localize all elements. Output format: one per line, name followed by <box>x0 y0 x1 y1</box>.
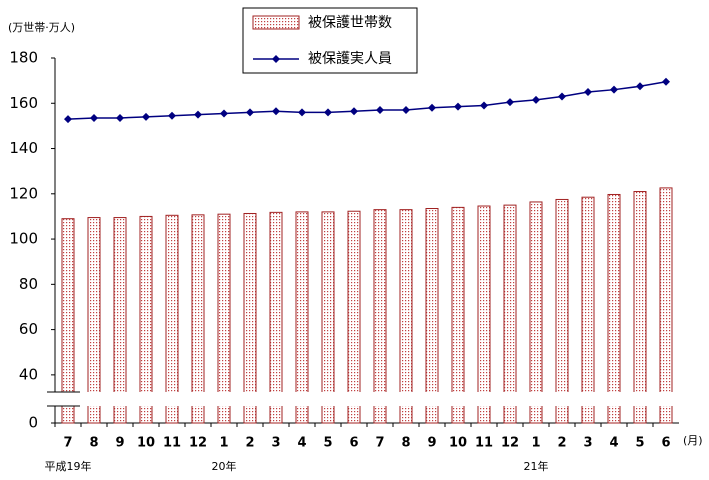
bar <box>165 214 179 424</box>
x-tick-label: 1 <box>531 436 540 451</box>
bar <box>295 211 309 424</box>
bar <box>269 211 283 424</box>
bar <box>87 217 101 424</box>
line <box>67 81 667 120</box>
marker <box>636 82 644 91</box>
y-tick-label: 60 <box>19 320 38 338</box>
marker <box>194 110 202 119</box>
y-tick-label: 80 <box>19 275 38 293</box>
bar <box>191 214 205 424</box>
x-tick-label: 6 <box>661 436 670 451</box>
bar <box>113 217 127 424</box>
bar <box>425 208 439 424</box>
x-tick-label: 5 <box>635 436 644 451</box>
x-tick-label: 9 <box>115 436 124 451</box>
marker <box>480 101 488 110</box>
marker <box>454 102 462 111</box>
x-tick-label: 4 <box>297 436 306 451</box>
year-label: 平成19年 <box>45 459 92 473</box>
marker <box>558 92 566 101</box>
x-tick-label: 11 <box>475 436 493 451</box>
marker <box>142 112 150 121</box>
marker <box>64 115 72 124</box>
y-tick-label: 140 <box>9 139 38 157</box>
x-unit-label: (月) <box>683 434 703 447</box>
legend-marker <box>272 55 280 63</box>
bar <box>555 198 569 424</box>
marker <box>402 106 410 115</box>
bar <box>659 187 673 424</box>
marker <box>90 113 98 122</box>
bar <box>243 212 257 424</box>
marker <box>246 108 254 117</box>
marker <box>116 113 124 122</box>
x-tick-label: 6 <box>349 436 358 451</box>
marker <box>376 106 384 115</box>
x-tick-label: 2 <box>557 436 566 451</box>
unit-label: (万世帯·万人) <box>8 21 75 34</box>
x-tick-label: 3 <box>583 436 592 451</box>
marker <box>428 103 436 112</box>
x-tick-label: 9 <box>427 436 436 451</box>
x-tick-label: 5 <box>323 436 332 451</box>
bar <box>633 191 647 424</box>
bar <box>347 210 361 424</box>
x-tick-label: 8 <box>401 436 410 451</box>
marker <box>532 95 540 104</box>
legend-label: 被保護実人員 <box>308 51 392 67</box>
x-tick-label: 2 <box>245 436 254 451</box>
marker <box>220 109 228 118</box>
bar <box>321 211 335 424</box>
bar <box>373 209 387 424</box>
x-tick-label: 8 <box>89 436 98 451</box>
x-tick-label: 10 <box>449 436 467 451</box>
bar <box>217 213 231 424</box>
x-tick-label: 1 <box>219 436 228 451</box>
bar <box>503 204 517 424</box>
x-tick-label: 4 <box>609 436 618 451</box>
x-tick-label: 12 <box>189 436 207 451</box>
marker <box>350 107 358 116</box>
y-tick-label: 100 <box>9 230 38 248</box>
x-tick-label: 7 <box>375 436 384 451</box>
bar <box>399 209 413 424</box>
bar <box>451 206 465 424</box>
marker <box>662 77 670 86</box>
marker <box>506 98 514 107</box>
marker <box>584 87 592 96</box>
x-tick-label: 10 <box>137 436 155 451</box>
marker <box>168 111 176 120</box>
year-label: 21年 <box>524 459 549 473</box>
x-tick-label: 11 <box>163 436 181 451</box>
x-tick-label: 3 <box>271 436 280 451</box>
year-label: 20年 <box>212 459 237 473</box>
marker <box>324 108 332 117</box>
y-tick-label: 120 <box>9 184 38 202</box>
bar <box>607 193 621 424</box>
y-tick-label: 180 <box>9 49 38 67</box>
bar <box>529 201 543 424</box>
y-tick-label: 160 <box>9 94 38 112</box>
legend-label: 被保護世帯数 <box>308 15 392 31</box>
legend-swatch <box>252 15 300 30</box>
bar <box>61 218 75 424</box>
marker <box>298 108 306 117</box>
marker <box>610 85 618 94</box>
axis-break <box>47 392 679 406</box>
y-tick-label: 0 <box>28 414 38 432</box>
bar <box>139 215 153 424</box>
x-tick-label: 12 <box>501 436 519 451</box>
y-tick-label: 40 <box>19 365 38 383</box>
bar <box>477 205 491 424</box>
x-tick-label: 7 <box>63 436 72 451</box>
marker <box>272 107 280 116</box>
bar <box>581 196 595 424</box>
